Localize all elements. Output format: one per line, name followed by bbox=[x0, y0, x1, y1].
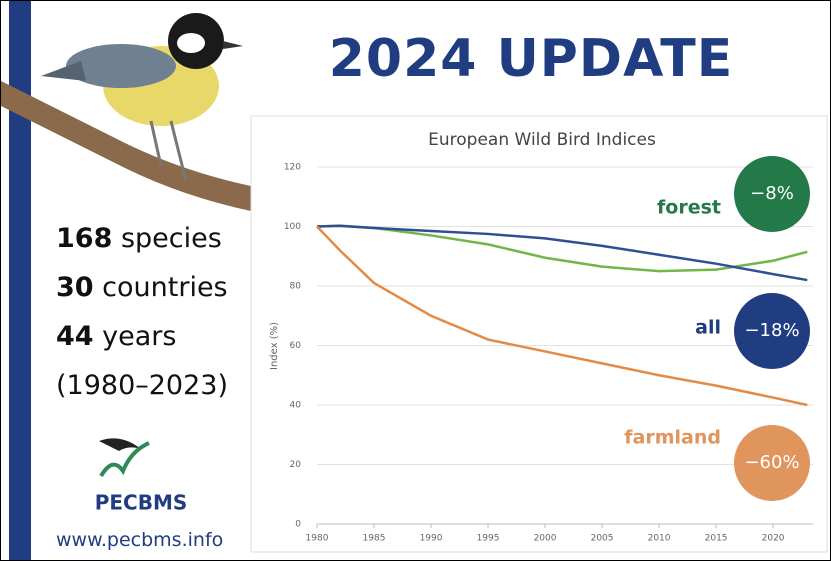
stat-number: 168 bbox=[56, 223, 112, 254]
bird-illustration bbox=[1, 13, 251, 211]
stat-label: countries bbox=[102, 272, 227, 303]
change-label: −60% bbox=[744, 452, 799, 473]
x-tick-label: 1995 bbox=[477, 534, 500, 544]
chart-title: European Wild Bird Indices bbox=[428, 130, 656, 150]
series-label: farmland bbox=[624, 427, 721, 449]
x-tick-label: 1980 bbox=[306, 534, 329, 544]
x-tick-label: 2020 bbox=[762, 534, 785, 544]
x-tick-label: 2005 bbox=[591, 534, 614, 544]
x-tick-label: 2000 bbox=[534, 534, 557, 544]
y-tick-label: 40 bbox=[290, 401, 302, 411]
stat-label: years bbox=[102, 321, 176, 352]
y-axis-label: Index (%) bbox=[269, 322, 280, 370]
logo-text: PECBMS bbox=[95, 491, 188, 515]
stat: 30 countries bbox=[56, 272, 228, 303]
logo: PECBMS bbox=[95, 438, 188, 514]
stat-label: species bbox=[121, 223, 222, 254]
infographic: European Wild Bird Indices Index (%) PEC… bbox=[0, 0, 831, 561]
x-tick-label: 2010 bbox=[648, 534, 671, 544]
stat-number: 44 bbox=[56, 321, 94, 352]
y-tick-label: 100 bbox=[284, 222, 301, 232]
x-tick-label: 1990 bbox=[420, 534, 443, 544]
stat: 44 years bbox=[56, 321, 176, 352]
website: www.pecbms.info bbox=[56, 529, 223, 551]
y-tick-label: 20 bbox=[290, 460, 302, 470]
x-tick-label: 1985 bbox=[363, 534, 386, 544]
y-tick-label: 120 bbox=[284, 163, 301, 173]
y-tick-label: 60 bbox=[290, 341, 302, 351]
period: (1980–2023) bbox=[56, 370, 228, 401]
stat: 168 species bbox=[56, 223, 222, 254]
y-tick-label: 0 bbox=[295, 520, 301, 530]
series-label: forest bbox=[657, 197, 721, 219]
headline: 2024 UPDATE bbox=[251, 29, 811, 89]
change-label: −18% bbox=[744, 320, 799, 341]
series-label: all bbox=[695, 317, 721, 339]
x-tick-label: 2015 bbox=[705, 534, 728, 544]
stat-number: 30 bbox=[56, 272, 94, 303]
change-label: −8% bbox=[750, 183, 794, 204]
y-tick-label: 80 bbox=[290, 282, 302, 292]
